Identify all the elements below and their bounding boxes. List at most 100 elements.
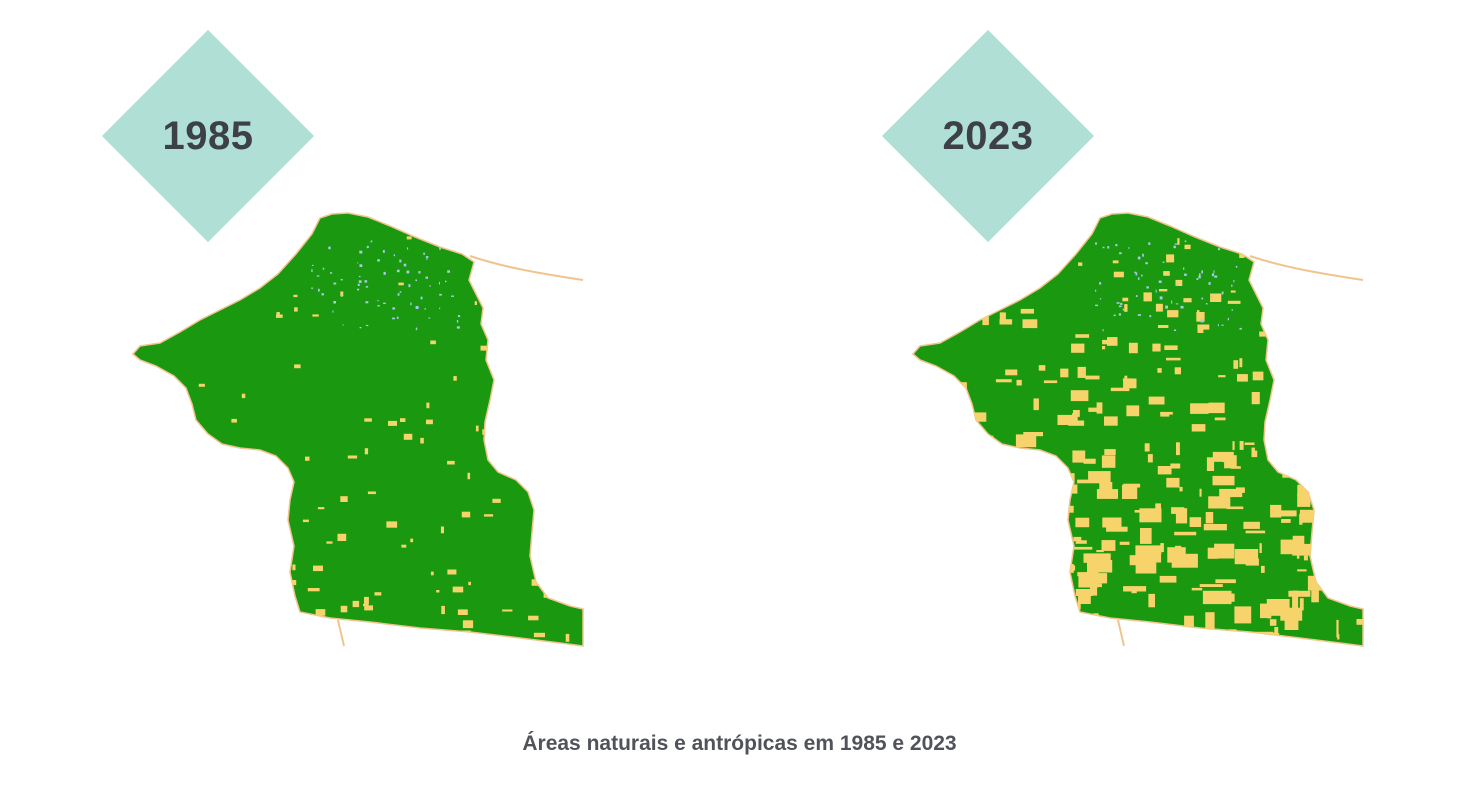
anthropic-patch (1245, 558, 1259, 566)
anthropic-patch (1233, 360, 1239, 369)
anthropic-patch (1017, 525, 1036, 535)
anthropic-patch (447, 460, 455, 465)
water-spot (1214, 275, 1218, 278)
anthropic-patch (1055, 507, 1059, 522)
anthropic-patch (1049, 634, 1069, 642)
water-spot (1174, 329, 1177, 331)
anthropic-patch (1311, 590, 1319, 603)
water-spot (1095, 289, 1097, 292)
anthropic-patch (1030, 253, 1042, 256)
anthropic-patch (1299, 513, 1303, 525)
anthropic-patch (398, 282, 404, 286)
anthropic-patch (1303, 443, 1324, 446)
anthropic-patch (1352, 510, 1360, 516)
anthropic-patch (1259, 543, 1262, 553)
anthropic-patch (1197, 324, 1210, 330)
water-spot (1159, 296, 1163, 300)
anthropic-patch (400, 418, 406, 422)
water-spot (333, 282, 337, 285)
anthropic-patch (231, 418, 237, 423)
anthropic-patch (1260, 603, 1271, 619)
water-spot (1201, 270, 1203, 274)
anthropic-patch (1273, 635, 1286, 646)
anthropic-patch (1159, 289, 1168, 292)
anthropic-patch (1123, 483, 1141, 488)
anthropic-patch (1167, 310, 1179, 318)
water-spot (1138, 277, 1140, 280)
anthropic-patch (1297, 569, 1307, 572)
water-spot (396, 316, 399, 319)
anthropic-patch (983, 614, 995, 631)
anthropic-patch (1352, 487, 1363, 497)
water-spot (410, 302, 412, 306)
water-spot (1183, 267, 1185, 270)
anthropic-patch (1284, 419, 1294, 427)
anthropic-patch (1279, 409, 1291, 414)
water-spot (1171, 300, 1173, 304)
water-spot (1211, 273, 1214, 277)
anthropic-patch (1227, 300, 1241, 304)
anthropic-patch (1012, 536, 1036, 547)
anthropic-patch (978, 296, 984, 304)
anthropic-patch (482, 429, 486, 435)
anthropic-patch (474, 301, 477, 305)
anthropic-patch (1340, 232, 1349, 237)
anthropic-patch (1330, 238, 1336, 246)
anthropic-patch (1065, 600, 1069, 618)
anthropic-patch (985, 561, 1002, 576)
anthropic-patch (293, 294, 298, 298)
anthropic-patch (1196, 312, 1205, 322)
water-spot (408, 284, 411, 288)
anthropic-patch (467, 472, 471, 480)
anthropic-patch (1096, 402, 1103, 414)
water-spot (451, 295, 454, 297)
anthropic-patch (1212, 451, 1234, 462)
anthropic-patch (556, 435, 565, 441)
anthropic-patch (1031, 503, 1053, 507)
anthropic-patch (960, 295, 964, 304)
border-line-south (1117, 619, 1125, 647)
water-spot (1231, 309, 1233, 311)
anthropic-patch (1128, 342, 1138, 354)
anthropic-patch (1102, 346, 1106, 350)
anthropic-patch (283, 581, 289, 585)
year-label: 2023 (942, 114, 1034, 158)
anthropic-patch (1057, 619, 1083, 629)
anthropic-patch (1016, 613, 1030, 629)
anthropic-patch (340, 605, 348, 613)
anthropic-patch (1104, 416, 1118, 426)
anthropic-patch (1230, 466, 1241, 469)
anthropic-patch (999, 319, 1013, 325)
anthropic-patch (198, 383, 205, 387)
anthropic-patch (1239, 358, 1243, 368)
anthropic-patch (1144, 443, 1150, 452)
anthropic-patch (241, 393, 246, 399)
anthropic-patch (1280, 539, 1297, 555)
water-spot (342, 324, 344, 326)
anthropic-patch (1163, 271, 1170, 276)
anthropic-patch (410, 538, 414, 543)
anthropic-patch (1033, 398, 1039, 411)
anthropic-patch (534, 439, 538, 443)
water-spot (377, 259, 380, 262)
anthropic-patch (1038, 365, 1046, 371)
anthropic-patch (1143, 292, 1152, 302)
anthropic-patch (276, 312, 280, 316)
anthropic-patch (1214, 543, 1235, 559)
water-spot (318, 288, 320, 292)
anthropic-patch (1070, 390, 1089, 402)
water-spot (415, 306, 419, 309)
anthropic-patch (1148, 593, 1155, 608)
water-spot (1217, 324, 1219, 327)
anthropic-patch (975, 493, 989, 505)
anthropic-patch (352, 600, 360, 608)
anthropic-patch (347, 455, 358, 459)
water-spot (1135, 272, 1138, 276)
anthropic-patch (291, 580, 297, 586)
anthropic-patch (1088, 407, 1101, 412)
anthropic-patch (1129, 555, 1140, 566)
anthropic-patch (1278, 422, 1292, 436)
anthropic-patch (1029, 495, 1043, 508)
anthropic-patch (1158, 629, 1170, 646)
anthropic-patch (1177, 238, 1180, 245)
